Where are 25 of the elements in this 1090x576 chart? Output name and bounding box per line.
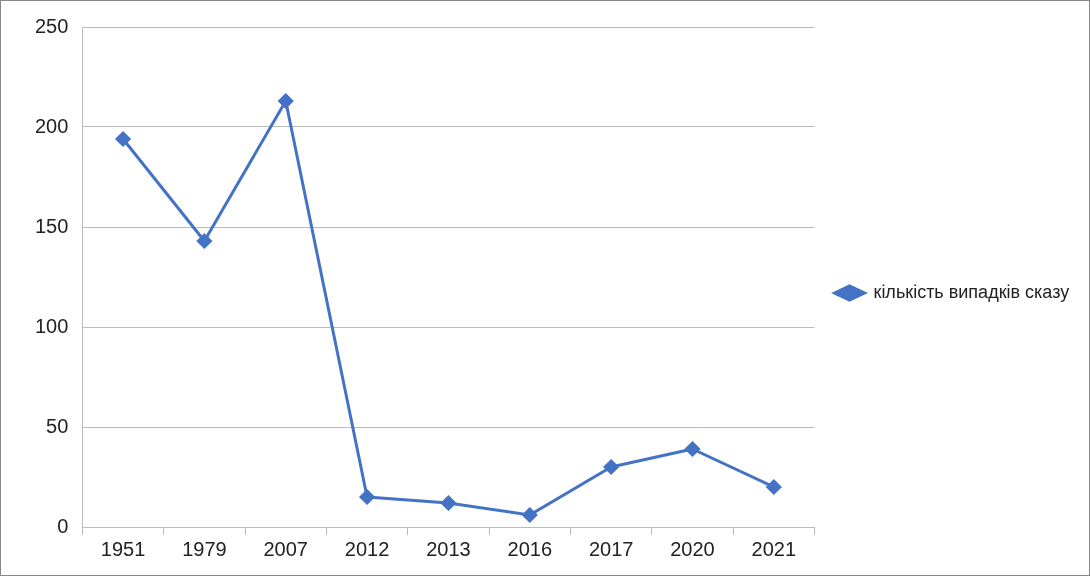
y-tick-label: 200 <box>34 114 69 137</box>
point <box>196 233 212 249</box>
point <box>603 459 619 475</box>
y-tick-label: 50 <box>46 414 69 437</box>
y-tick-label: 0 <box>57 514 69 537</box>
legend-label: кількість випадків сказу <box>873 281 1070 302</box>
x-tick-label: 2017 <box>588 537 634 560</box>
y-tick-label: 100 <box>34 314 69 337</box>
x-tick-label: 1979 <box>182 537 227 560</box>
point <box>766 479 782 495</box>
x-tick-label: 2013 <box>426 537 471 560</box>
point <box>684 441 700 457</box>
x-tick-label: 2007 <box>263 537 308 560</box>
point <box>522 507 538 523</box>
x-tick-label: 2016 <box>507 537 553 560</box>
x-tick-label: 2020 <box>670 537 715 560</box>
y-tick-label: 250 <box>34 14 69 37</box>
point <box>440 495 456 511</box>
point <box>278 93 294 109</box>
x-tick-label: 2021 <box>751 537 797 560</box>
point <box>115 131 131 147</box>
y-tick-label: 150 <box>34 214 69 237</box>
x-tick-label: 1951 <box>100 537 146 560</box>
point <box>359 489 375 505</box>
x-tick-label: 2012 <box>344 537 390 560</box>
